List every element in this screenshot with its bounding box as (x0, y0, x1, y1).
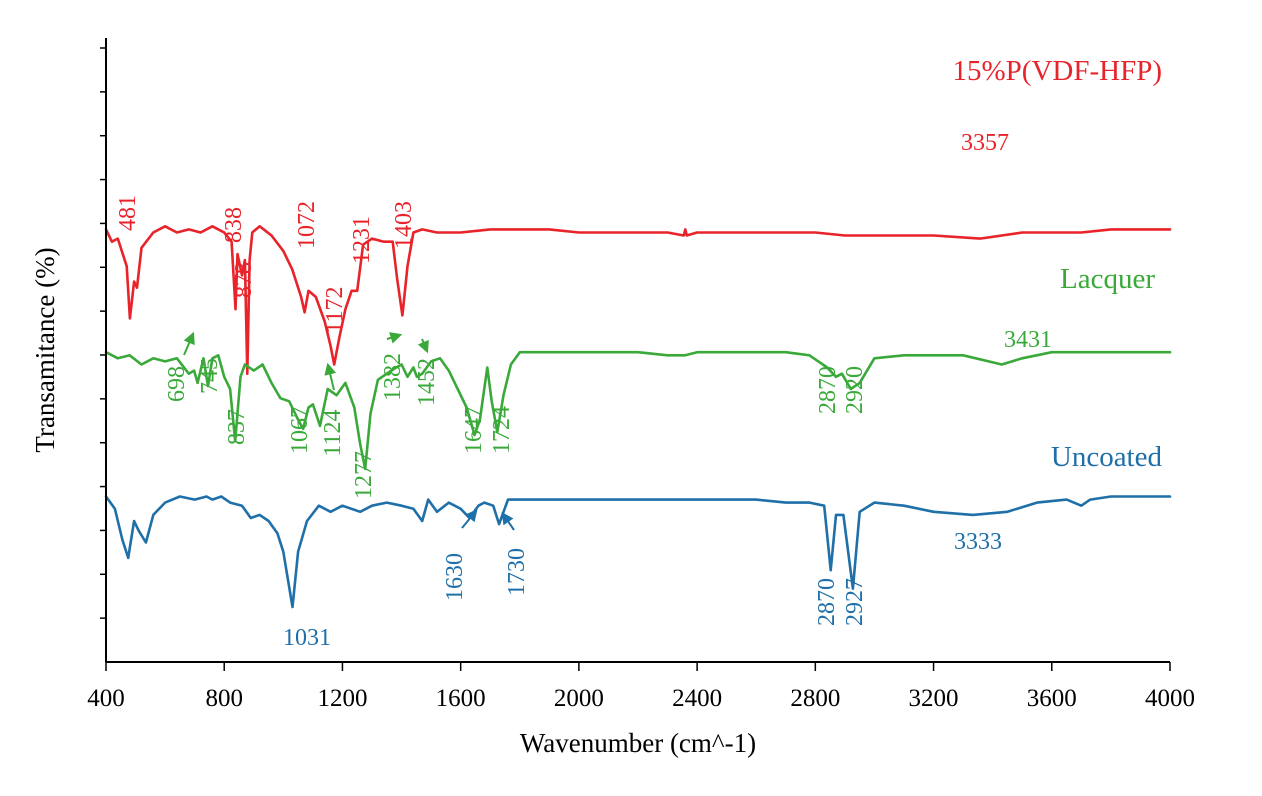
peak-label-15-p-vdf-hfp-1403: 1403 (391, 201, 417, 249)
x-tick-label-3600: 3600 (1027, 685, 1077, 712)
peak-label-uncoated-3333: 3333 (954, 529, 1002, 555)
peak-label-15-p-vdf-hfp-838: 838 (221, 207, 247, 243)
peak-label-lacquer-2920: 2920 (842, 366, 868, 414)
peak-arrow-lacquer-698 (183, 331, 195, 356)
peak-label-lacquer-3431: 3431 (1004, 327, 1052, 353)
peak-label-15-p-vdf-hfp-878: 878 (231, 262, 257, 298)
x-tick-label-1200: 1200 (317, 685, 367, 712)
peak-label-lacquer-1382: 1382 (380, 353, 406, 401)
x-tick-label-4000: 4000 (1145, 685, 1195, 712)
peak-label-15-p-vdf-hfp-1231: 1231 (349, 216, 375, 264)
series-line-uncoated (104, 495, 1172, 609)
peak-label-uncoated-1630: 1630 (442, 553, 468, 601)
x-tick-label-2400: 2400 (672, 685, 722, 712)
peak-label-uncoated-1730: 1730 (504, 548, 530, 596)
peak-arrow-lacquer-1452 (417, 338, 429, 354)
peak-label-15-p-vdf-hfp-1072: 1072 (294, 201, 320, 249)
x-tick-label-2800: 2800 (790, 685, 840, 712)
spectra-layer (104, 225, 1172, 609)
y-axis-title: Transamitance (%) (30, 247, 60, 452)
peak-label-15-p-vdf-hfp-3357: 3357 (961, 130, 1009, 156)
peak-label-lacquer-837: 837 (224, 409, 250, 445)
series-name-lacquer: Lacquer (1060, 263, 1155, 295)
x-tick-label-1600: 1600 (436, 685, 486, 712)
peak-label-lacquer-1647: 1647 (461, 406, 487, 454)
series-name-uncoated: Uncoated (1051, 441, 1163, 473)
peak-label-lacquer-745: 745 (197, 358, 223, 394)
peak-label-15-p-vdf-hfp-481: 481 (115, 195, 141, 231)
peak-label-lacquer-1724: 1724 (489, 406, 515, 454)
peak-label-15-p-vdf-hfp-1172: 1172 (322, 286, 348, 333)
peak-arrow-uncoated-1730 (501, 512, 515, 531)
peak-label-lacquer-1277: 1277 (351, 451, 377, 499)
x-tick-label-400: 400 (87, 685, 125, 712)
series-line-15-p-vdf-hfp (104, 225, 1172, 375)
peak-label-lacquer-2870: 2870 (815, 366, 841, 414)
peak-label-lacquer-1124: 1124 (320, 409, 346, 456)
annotation-layer: 15%P(VDF-HFP) Lacquer Uncoated 481 838 878 107… (115, 55, 1162, 651)
series-name-15-p-vdf-hfp: 15%P(VDF-HFP) (953, 55, 1162, 87)
x-axis-title: Wavenumber (cm^-1) (520, 728, 756, 758)
x-tick-label-2000: 2000 (554, 685, 604, 712)
peak-label-lacquer-698: 698 (164, 366, 190, 402)
peak-arrow-uncoated-1630 (461, 509, 478, 529)
peak-label-lacquer-1067: 1067 (287, 406, 313, 454)
peak-label-lacquer-1452: 1452 (414, 358, 440, 406)
series-line-lacquer (104, 350, 1172, 471)
axes-layer: 400 800 1200 1600 2000 2400 2800 3200 3600 4000 Wa… (30, 38, 1195, 758)
peak-label-uncoated-1031: 1031 (283, 625, 331, 651)
peak-arrow-lacquer-1382 (386, 332, 403, 344)
peak-label-uncoated-2927: 2927 (842, 578, 868, 626)
x-tick-label-800: 800 (205, 685, 243, 712)
peak-label-uncoated-2870: 2870 (814, 578, 840, 626)
x-tick-label-3200: 3200 (909, 685, 959, 712)
peak-arrow-lacquer-1124 (324, 362, 337, 391)
